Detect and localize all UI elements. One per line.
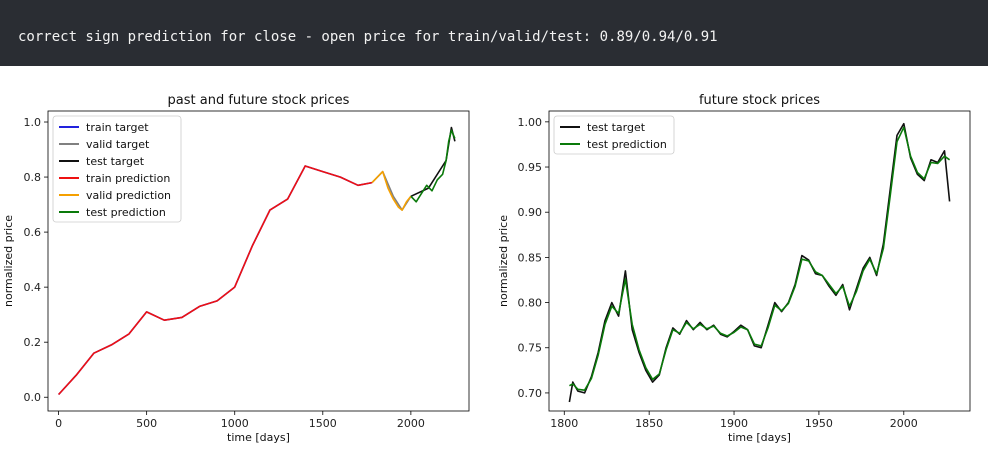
plot-frame [548, 110, 971, 412]
x-axis-label: time [days] [227, 431, 290, 444]
y-tick-label: 0.85 [518, 251, 543, 264]
y-tick-label: 0.6 [24, 226, 42, 239]
legend-box [52, 115, 182, 223]
x-tick-label: 0 [55, 417, 62, 430]
series-line-test-prediction [569, 126, 951, 392]
plot-frame [47, 110, 470, 412]
series-group [568, 122, 951, 403]
x-tick-label: 2000 [890, 417, 918, 430]
y-tick-label: 0.70 [518, 387, 543, 400]
legend-entry: test prediction [587, 138, 667, 151]
y-tick-label: 1.0 [24, 116, 42, 129]
series-line-test-target [410, 126, 456, 198]
x-axis-label: time [days] [728, 431, 791, 444]
x-tick-label: 1000 [221, 417, 249, 430]
y-tick-label: 0.8 [24, 171, 42, 184]
legend: test target test prediction [553, 115, 675, 155]
y-tick-label: 0.0 [24, 391, 42, 404]
x-tick-label: 1500 [309, 417, 337, 430]
legend-entry: train target [86, 121, 149, 134]
y-tick-label: 0.4 [24, 281, 42, 294]
legend-entry: train prediction [86, 172, 170, 185]
output-console: correct sign prediction for close - open… [0, 0, 988, 66]
x-tick-label: 1950 [805, 417, 833, 430]
series-line-train-prediction [58, 165, 373, 396]
chart-title: future stock prices [699, 93, 820, 108]
chart-title: past and future stock prices [168, 93, 350, 108]
x-tick-label: 1850 [635, 417, 663, 430]
series-line-test-prediction [410, 129, 456, 203]
x-tick-label: 1900 [720, 417, 748, 430]
y-tick-label: 0.75 [518, 342, 543, 355]
x-tick-label: 1800 [550, 417, 578, 430]
legend: train target valid target test target train… [52, 115, 182, 223]
y-tick-label: 0.2 [24, 336, 42, 349]
legend-entry: valid prediction [86, 189, 171, 202]
x-tick-label: 2000 [397, 417, 425, 430]
chart-1: past and future stock prices 0 500 1000 1500… [2, 93, 470, 444]
legend-box [553, 115, 675, 155]
legend-entry: test target [587, 121, 646, 134]
chart-2: future stock prices 1800 1850 1900 1950 2000 0… [497, 93, 971, 444]
y-axis-label: normalized price [2, 215, 15, 307]
legend-entry: test prediction [86, 206, 166, 219]
y-tick-label: 0.90 [518, 206, 543, 219]
y-axis-label: normalized price [497, 215, 510, 307]
series-line-test-target [568, 122, 951, 403]
legend-entry: valid target [86, 138, 150, 151]
y-tick-label: 0.80 [518, 297, 543, 310]
series-line-valid-prediction [371, 170, 412, 211]
x-tick-label: 500 [136, 417, 157, 430]
y-tick-label: 0.95 [518, 161, 543, 174]
series-group [58, 126, 456, 396]
y-tick-label: 1.00 [518, 116, 543, 129]
legend-entry: test target [86, 155, 145, 168]
console-output-text: correct sign prediction for close - open… [18, 29, 718, 45]
